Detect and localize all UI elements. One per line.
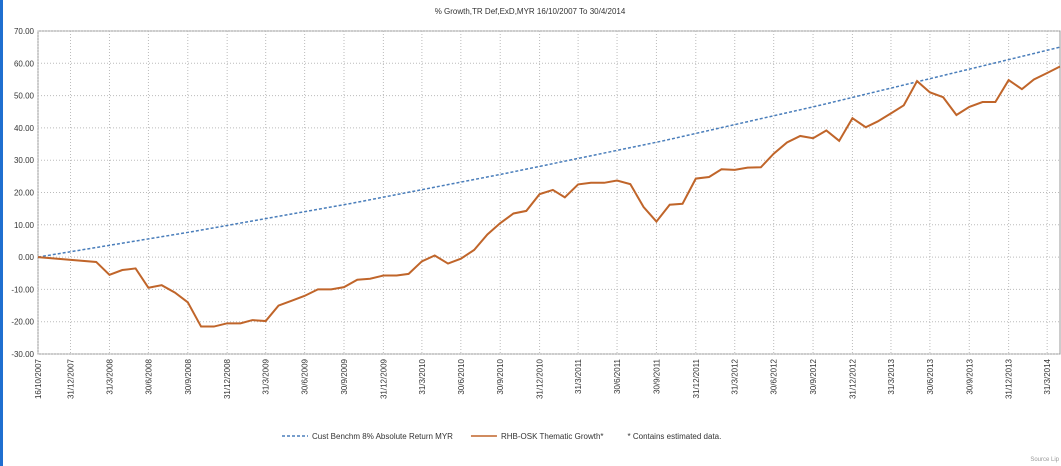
x-tick-label: 31/3/2009 <box>262 358 271 394</box>
x-tick-label: 30/9/2012 <box>809 358 818 394</box>
x-tick-label: 31/12/2013 <box>1005 358 1014 399</box>
x-tick-label: 30/6/2012 <box>770 358 779 394</box>
series-line <box>37 46 1061 258</box>
x-tick-label: 30/6/2009 <box>301 358 310 394</box>
note: * Contains estimated data. <box>628 432 722 441</box>
frame-edge <box>0 0 3 466</box>
y-tick-label: 50.00 <box>14 92 35 101</box>
x-tick-label: 30/9/2013 <box>965 358 974 394</box>
x-tick-label: 30/9/2011 <box>652 358 661 394</box>
y-tick-label: -10.00 <box>11 285 34 294</box>
series-line <box>37 65 1061 328</box>
x-tick-label: 31/3/2008 <box>105 358 114 394</box>
y-tick-label: 40.00 <box>14 124 35 133</box>
x-tick-label: 30/6/2013 <box>926 358 935 394</box>
y-tick-label: 30.00 <box>14 156 35 165</box>
x-tick-label: 30/9/2010 <box>496 358 505 394</box>
x-tick-label: 31/12/2007 <box>67 358 76 399</box>
x-tick-label: 31/3/2013 <box>887 358 896 394</box>
x-tick-label: 31/12/2010 <box>536 358 545 399</box>
legend-label: RHB-OSK Thematic Growth* <box>501 432 604 441</box>
x-tick-label: 31/12/2011 <box>692 358 701 398</box>
x-tick-label: 16/10/2007 <box>34 358 43 399</box>
x-tick-label: 30/6/2008 <box>144 358 153 394</box>
legend-label: Cust Benchm 8% Absolute Return MYR <box>312 432 453 441</box>
x-tick-label: 30/9/2009 <box>340 358 349 394</box>
y-tick-label: 70.00 <box>14 27 35 36</box>
y-tick-label: -30.00 <box>11 350 34 359</box>
y-tick-label: 20.00 <box>14 189 35 198</box>
x-tick-label: 30/9/2008 <box>184 358 193 394</box>
y-tick-label: 0.00 <box>18 253 34 262</box>
source: Source Lip <box>1030 457 1059 463</box>
x-tick-label: 31/12/2012 <box>848 358 857 399</box>
x-tick-label: 31/3/2010 <box>418 358 427 394</box>
x-tick-label: 31/3/2014 <box>1043 358 1052 394</box>
x-tick-label: 30/6/2011 <box>613 358 622 394</box>
x-tick-label: 30/6/2010 <box>457 358 466 394</box>
x-tick-label: 31/12/2008 <box>223 358 232 399</box>
y-tick-label: -20.00 <box>11 318 34 327</box>
x-tick-label: 31/12/2009 <box>379 358 388 399</box>
x-tick-label: 31/3/2011 <box>574 358 583 394</box>
chart-title: % Growth,TR Def,ExD,MYR 16/10/2007 To 30… <box>435 7 626 16</box>
y-tick-label: 10.00 <box>14 221 35 230</box>
x-tick-label: 31/3/2012 <box>731 358 740 394</box>
y-tick-label: 60.00 <box>14 59 35 68</box>
